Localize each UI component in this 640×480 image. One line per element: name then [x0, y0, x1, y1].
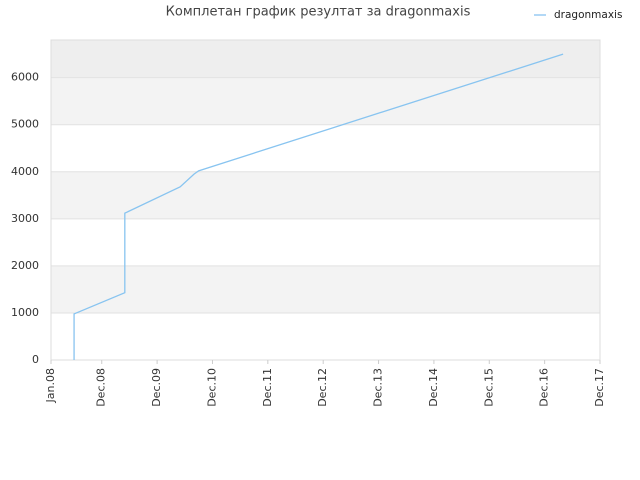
x-tick-label: Dec.13 — [372, 368, 385, 407]
x-tick-label: Dec.17 — [593, 368, 606, 407]
x-tick-label: Dec.16 — [538, 368, 551, 407]
x-tick-label: Dec.10 — [205, 368, 218, 407]
x-tick-label: Dec.12 — [316, 368, 329, 407]
plot-band — [51, 312, 600, 360]
data-line — [73, 53, 564, 360]
y-tick-label: 4000 — [11, 165, 39, 178]
x-tick-label: Dec.08 — [95, 368, 108, 407]
plot-band — [51, 77, 600, 125]
x-tick-label: Dec.11 — [261, 368, 274, 407]
y-tick-label: 6000 — [11, 71, 39, 84]
x-tick-label: Dec.14 — [427, 368, 440, 407]
x-tick-label: Jan.08 — [44, 368, 57, 403]
y-tick-label: 1000 — [11, 306, 39, 319]
plot-band — [51, 124, 600, 172]
x-tick-label: Dec.15 — [482, 368, 495, 407]
y-tick-label: 2000 — [11, 259, 39, 272]
plot-band — [51, 171, 600, 219]
plot-band — [51, 265, 600, 313]
chart-title: Комплетан график резултат за dragonmaxis — [166, 5, 471, 20]
y-tick-label: 3000 — [11, 212, 39, 225]
y-tick-label: 0 — [32, 353, 39, 366]
plot-band — [51, 218, 600, 266]
y-tick-label: 5000 — [11, 118, 39, 131]
x-tick-label: Dec.09 — [150, 368, 163, 407]
plot-border — [50, 39, 601, 361]
legend-label: dragonmaxis — [554, 9, 622, 21]
